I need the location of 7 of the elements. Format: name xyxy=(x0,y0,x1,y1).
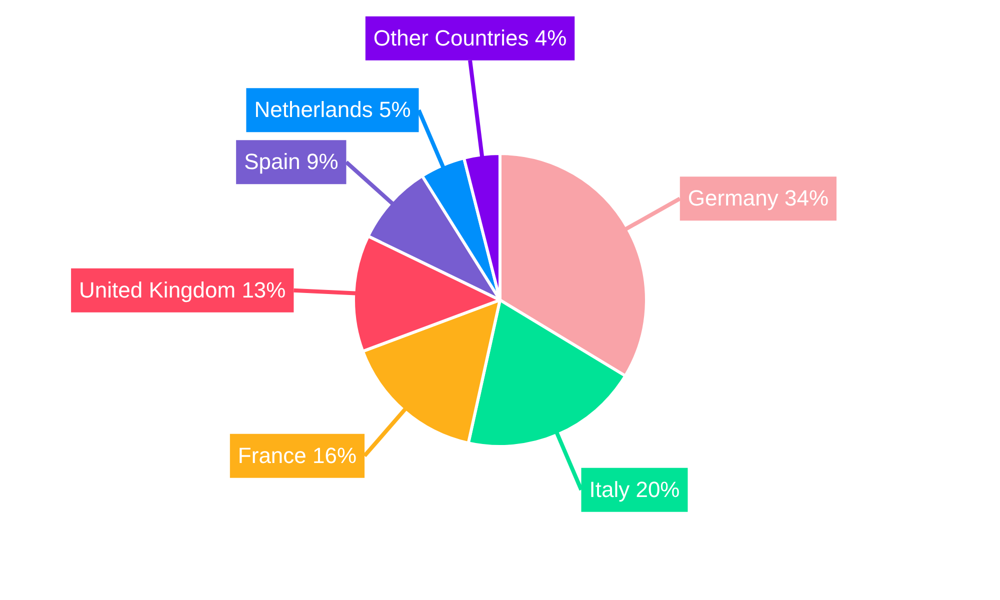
slice-label: France 16% xyxy=(238,442,357,468)
slice-label: United Kingdom 13% xyxy=(79,277,286,302)
slice-label: Spain 9% xyxy=(244,149,338,174)
slice-label: Italy 20% xyxy=(589,476,680,502)
slice-label: Germany 34% xyxy=(688,186,829,211)
slice-label: Other Countries 4% xyxy=(373,25,567,50)
slice-label: Netherlands 5% xyxy=(254,97,411,122)
